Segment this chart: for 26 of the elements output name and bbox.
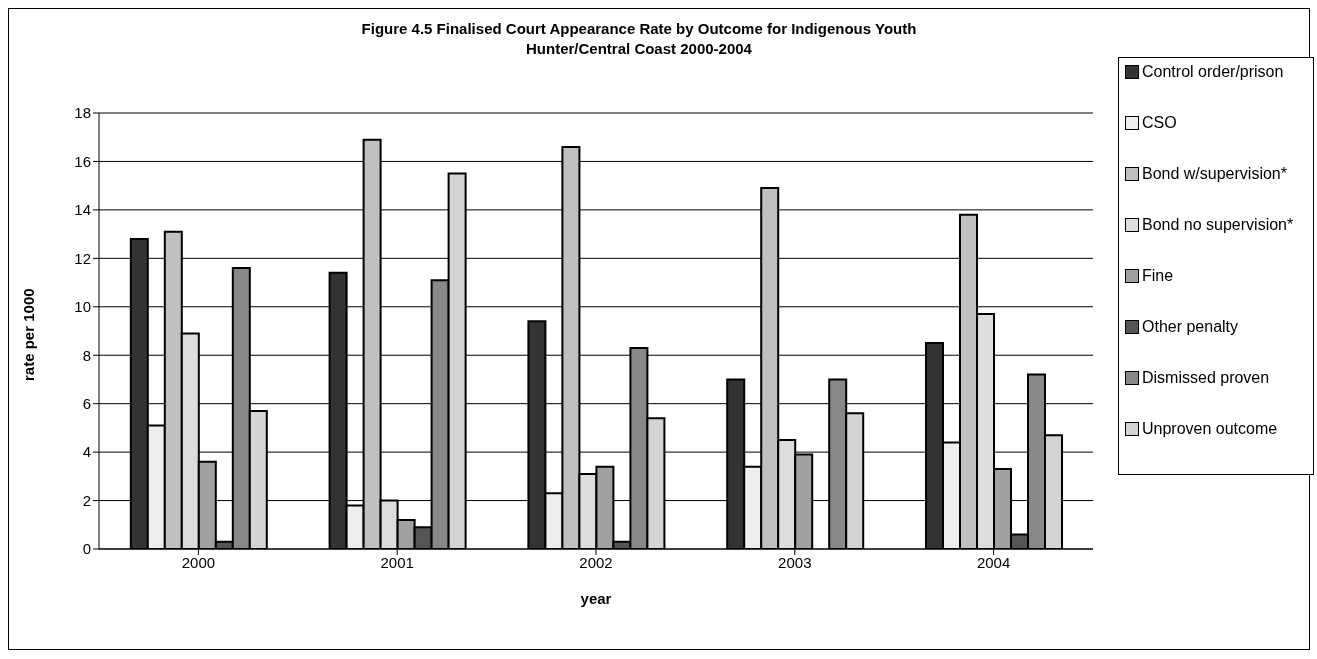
y-tick-label: 6 <box>82 394 91 412</box>
legend-label: Control order/prison <box>1142 62 1284 81</box>
x-tick-label: 2000 <box>181 553 216 571</box>
y-tick-label: 2 <box>82 491 91 509</box>
legend-label: Dismissed proven <box>1142 368 1270 387</box>
chart-title: Figure 4.5 Finalised Court Appearance Rate by Outcome for Indigenous Youth Hunter/Central Coast 2000-2004 <box>360 19 918 59</box>
y-tick-label: 18 <box>74 104 91 122</box>
x-tick-label: 2001 <box>380 553 414 571</box>
x-tick-label: 2002 <box>579 553 613 571</box>
legend-label: Bond no supervision* <box>1142 215 1294 234</box>
y-tick-label: 12 <box>74 249 91 267</box>
legend-label: Bond w/supervision* <box>1142 164 1287 183</box>
legend-label: CSO <box>1142 113 1177 132</box>
y-tick-label: 0 <box>82 540 91 558</box>
y-axis-title: rate per 1000 <box>20 288 38 381</box>
legend-label: Other penalty <box>1142 317 1239 336</box>
legend-label: Unproven outcome <box>1142 419 1278 438</box>
y-tick-label: 8 <box>82 346 91 364</box>
y-tick-label: 4 <box>82 443 91 461</box>
legend-label: Fine <box>1142 266 1174 285</box>
x-tick-label: 2004 <box>976 553 1011 571</box>
y-tick-label: 10 <box>74 298 91 316</box>
y-tick-label: 16 <box>74 152 91 170</box>
x-axis-title: year <box>580 590 612 607</box>
x-tick-label: 2003 <box>778 553 812 571</box>
y-tick-label: 14 <box>74 201 91 219</box>
